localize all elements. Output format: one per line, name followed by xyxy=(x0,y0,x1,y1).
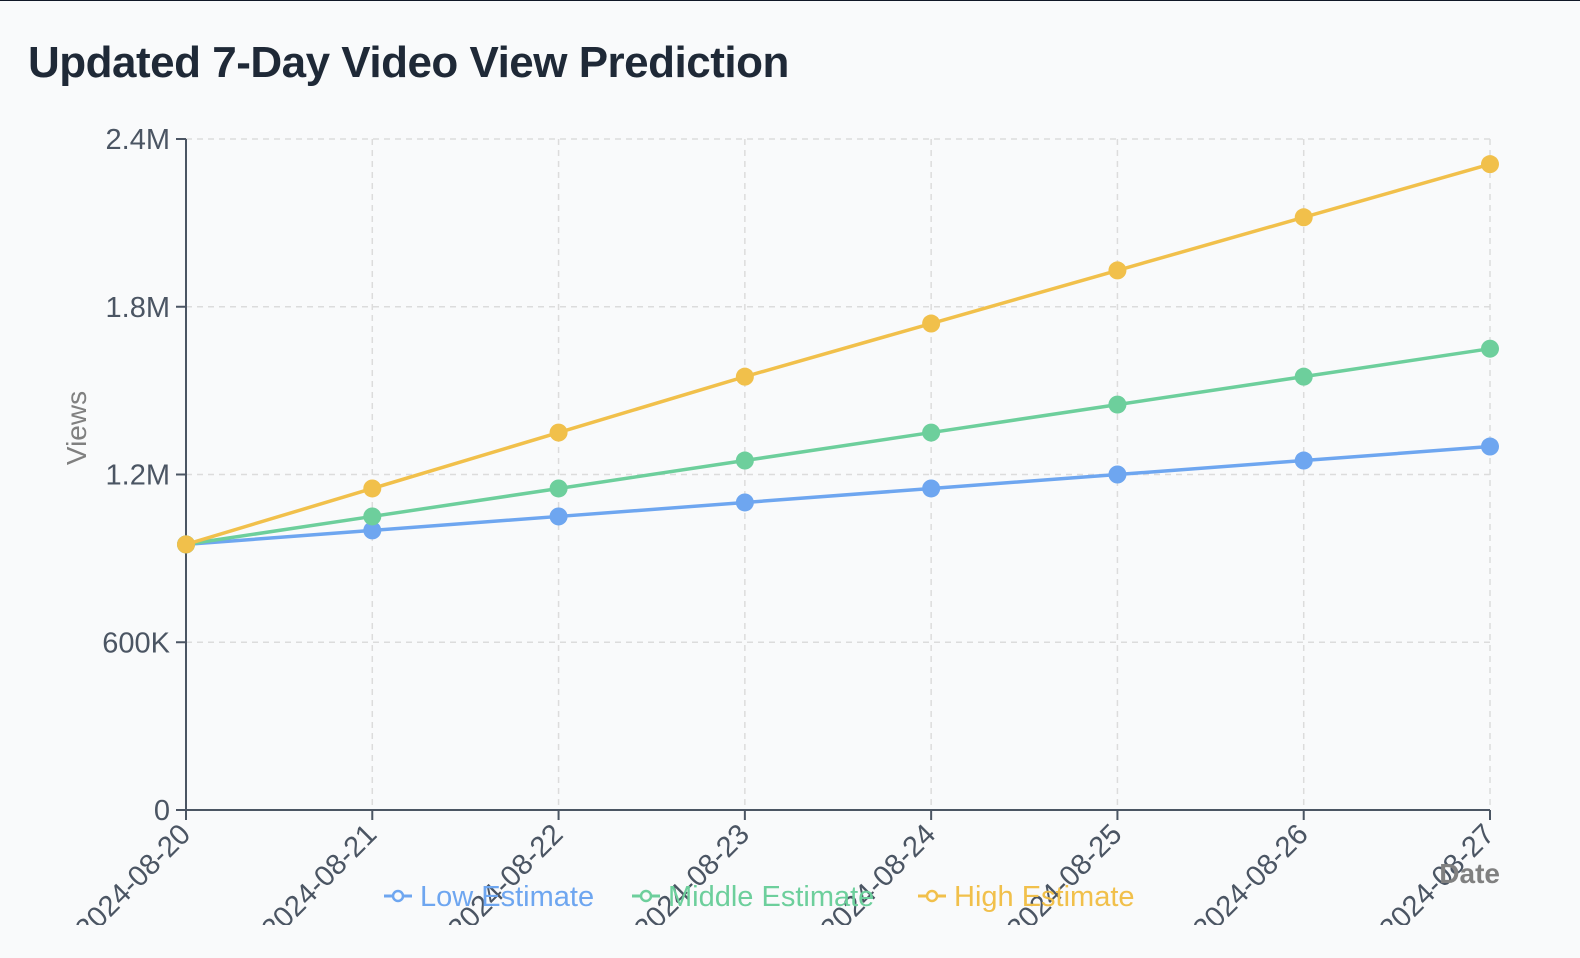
legend-marker-icon xyxy=(925,889,939,903)
series-middle-estimate xyxy=(177,339,1499,554)
x-tick-label: 2024-08-21 xyxy=(256,818,384,946)
y-axis-label: Views xyxy=(61,391,92,465)
series-layer xyxy=(177,155,1499,554)
legend-marker-icon xyxy=(391,889,405,903)
chart-title: Updated 7-Day Video View Prediction xyxy=(28,38,789,87)
legend-item-high-estimate: High Estimate xyxy=(918,881,1135,913)
series-line-middle-estimate xyxy=(185,346,1491,547)
data-point-high-estimate xyxy=(363,479,382,498)
data-point-low-estimate xyxy=(735,493,754,512)
data-point-high-estimate xyxy=(1481,155,1499,174)
x-axis-label: Date xyxy=(1439,858,1500,889)
legend-item-middle-estimate: Middle Estimate xyxy=(632,881,874,913)
data-point-high-estimate xyxy=(177,535,195,554)
y-tick-label: 1.2M xyxy=(106,460,170,492)
legend-label: High Estimate xyxy=(954,881,1135,913)
data-point-high-estimate xyxy=(549,423,568,442)
data-point-middle-estimate xyxy=(1294,367,1313,386)
y-tick-label: 0 xyxy=(154,795,170,827)
data-point-low-estimate xyxy=(1294,451,1313,470)
legend-label: Middle Estimate xyxy=(668,881,874,913)
y-tick-label: 2.4M xyxy=(106,124,170,156)
y-tick-label: 1.8M xyxy=(106,292,170,324)
legend-item-low-estimate: Low Estimate xyxy=(384,881,594,913)
y-axis-ticks: 0 600K 1.2M 1.8M 2.4M xyxy=(102,124,186,827)
data-point-middle-estimate xyxy=(735,451,754,470)
legend-label: Low Estimate xyxy=(420,881,594,913)
data-point-low-estimate xyxy=(1481,437,1499,456)
data-point-middle-estimate xyxy=(549,479,568,498)
data-point-low-estimate xyxy=(922,479,941,498)
legend-marker-icon xyxy=(639,889,653,903)
grid-lines xyxy=(186,138,1491,810)
data-point-high-estimate xyxy=(1108,261,1127,280)
data-point-low-estimate xyxy=(549,507,568,526)
x-tick-label: 2024-08-26 xyxy=(1187,818,1315,946)
data-point-low-estimate xyxy=(1108,465,1127,484)
y-tick-label: 600K xyxy=(102,627,170,659)
data-point-high-estimate xyxy=(922,314,941,333)
data-point-high-estimate xyxy=(735,367,754,386)
x-tick-label: 2024-08-20 xyxy=(69,818,197,946)
series-line-low-estimate xyxy=(185,444,1491,547)
x-axis-ticks: 2024-08-20 2024-08-21 2024-08-22 2024-08-23… xyxy=(69,810,1501,946)
data-point-low-estimate xyxy=(363,521,382,540)
data-point-middle-estimate xyxy=(1481,339,1499,358)
data-point-middle-estimate xyxy=(1108,395,1127,414)
series-high-estimate xyxy=(177,155,1499,554)
data-point-high-estimate xyxy=(1294,208,1313,227)
data-point-middle-estimate xyxy=(922,423,941,442)
top-border xyxy=(0,0,1580,1)
legend: Low Estimate Middle Estimate High Estimate xyxy=(384,881,1135,913)
series-line-high-estimate xyxy=(185,162,1491,547)
data-point-middle-estimate xyxy=(363,507,382,526)
